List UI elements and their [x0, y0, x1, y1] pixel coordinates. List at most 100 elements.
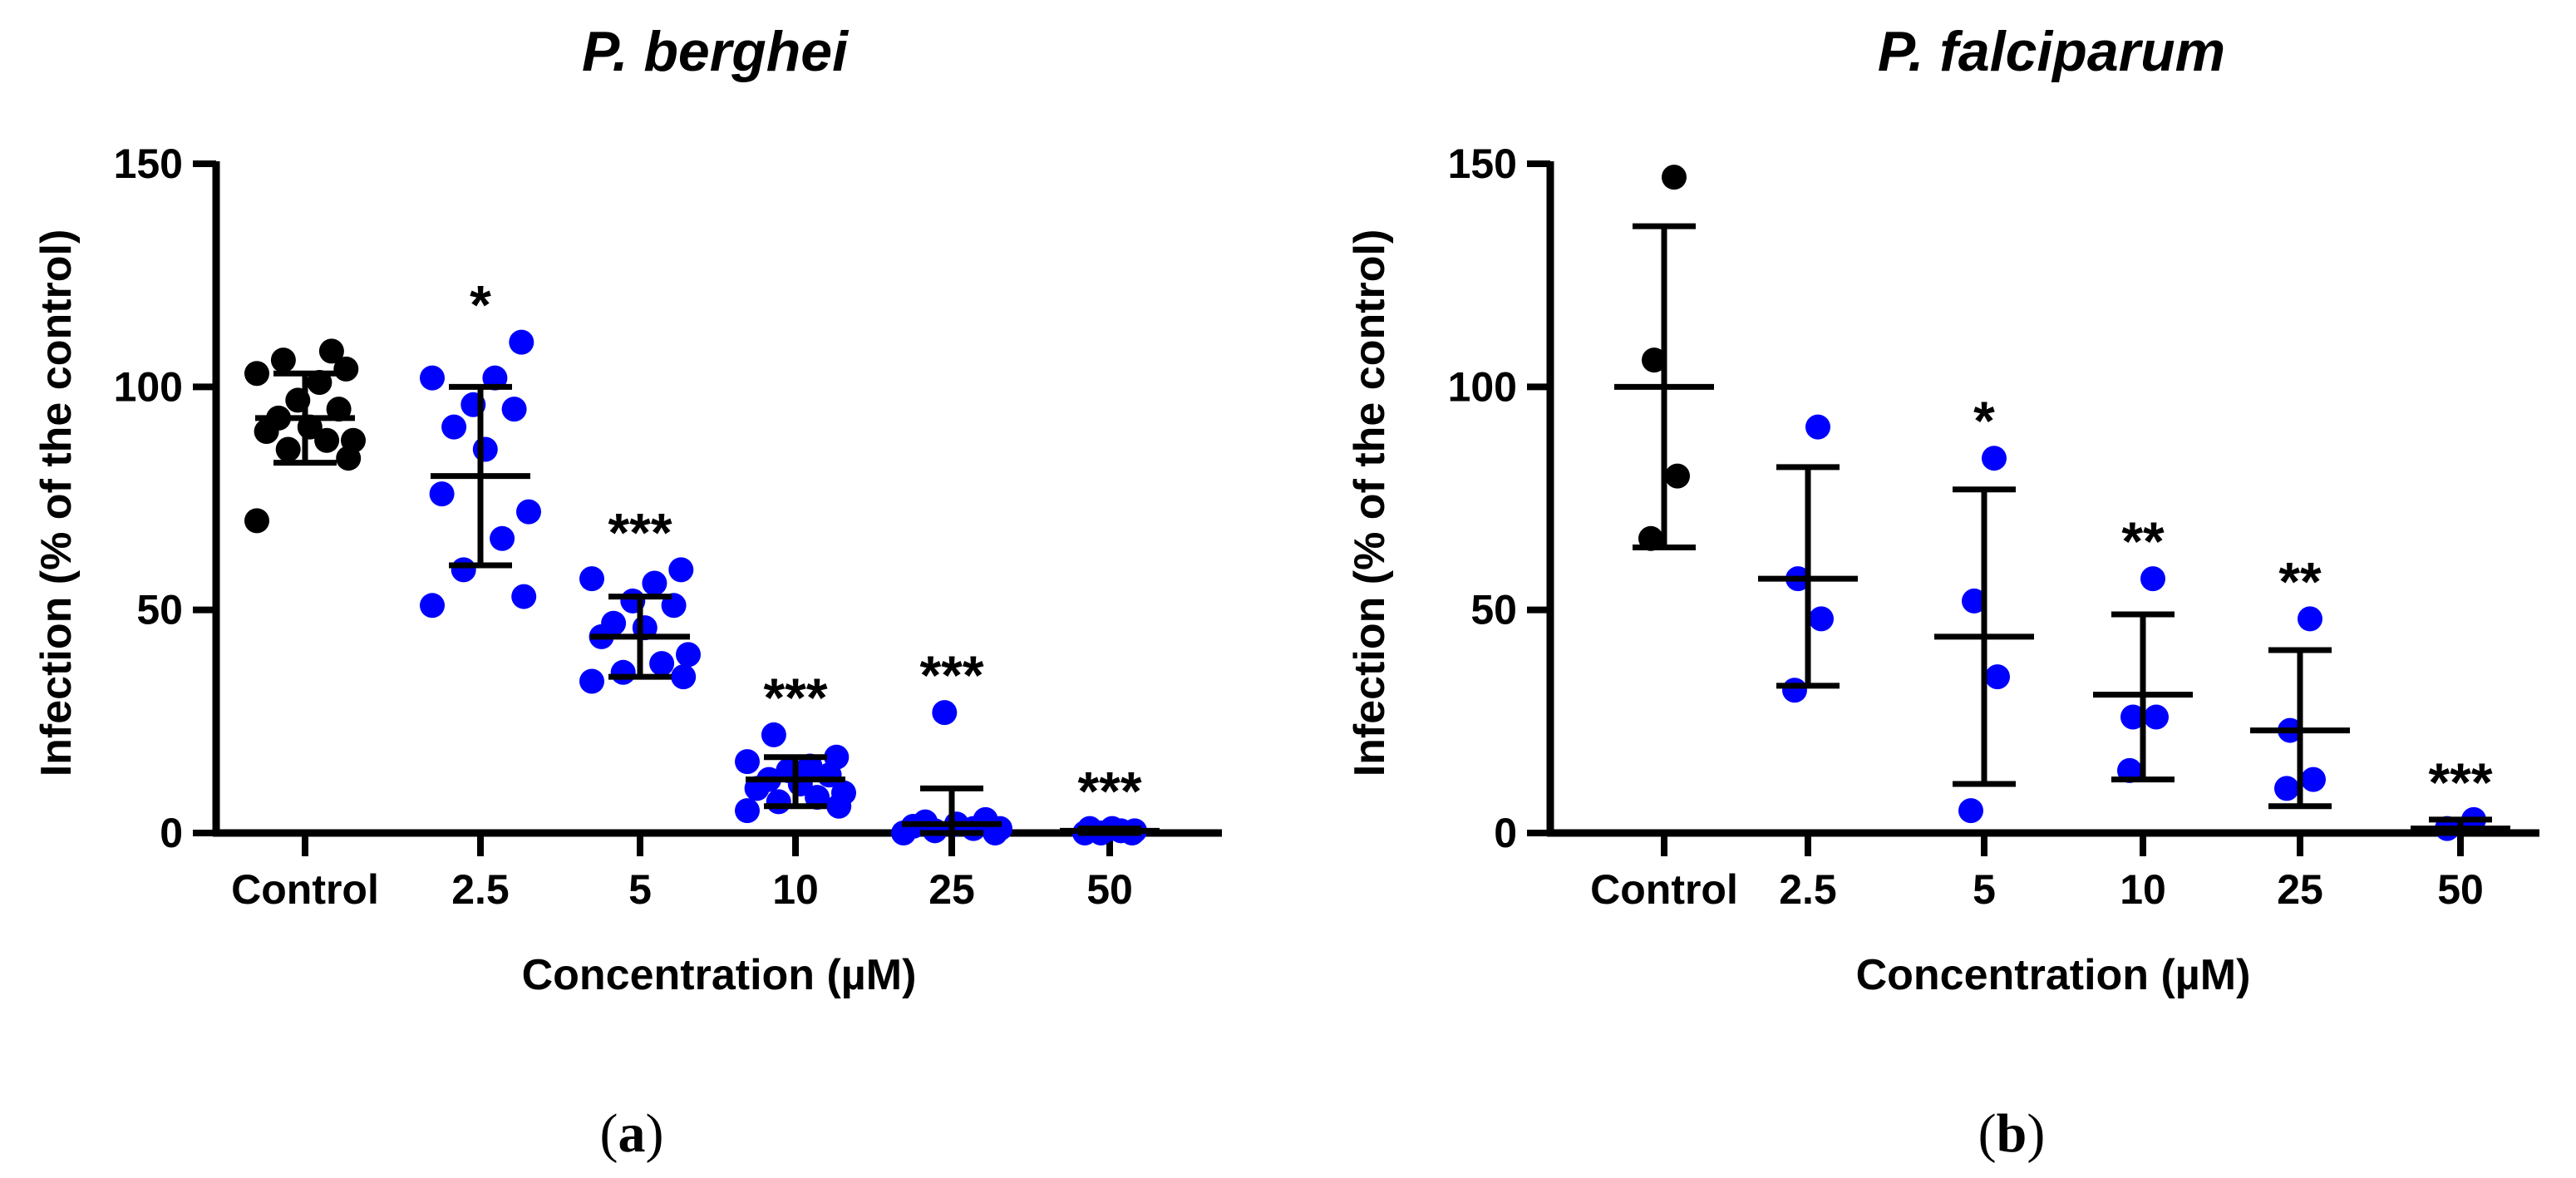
data-point [516, 499, 541, 525]
x-tick-label: 2.5 [451, 866, 510, 913]
x-tick-label: 25 [2277, 866, 2323, 913]
x-axis-label: Concentration (µM) [522, 951, 917, 999]
data-group: *** [2411, 752, 2510, 841]
data-point [275, 436, 301, 462]
data-point [601, 610, 627, 636]
data-point [314, 427, 340, 453]
data-point [2144, 704, 2169, 730]
x-tick-label: 25 [928, 866, 975, 913]
y-axis-label: Infection (% of the control) [1346, 229, 1394, 777]
data-group: ** [2093, 510, 2193, 783]
data-point [1985, 664, 2010, 690]
x-tick-label: Control [231, 866, 379, 913]
y-tick-label: 0 [1494, 810, 1517, 856]
x-tick-label: 10 [2120, 866, 2166, 913]
significance-label: ** [2278, 550, 2322, 612]
y-tick-label: 50 [136, 587, 183, 633]
data-point [244, 361, 269, 387]
data-point [501, 397, 527, 422]
chart-panel-p-falciparum: P. falciparum Infection (% of the contro… [1346, 20, 2539, 1164]
y-tick-label: 100 [1448, 363, 1517, 410]
data-point [270, 347, 296, 373]
data-point [333, 356, 359, 382]
panel-letter-close: ) [646, 1103, 664, 1164]
significance-label: * [470, 274, 491, 336]
data-point [610, 659, 636, 685]
data-point [671, 664, 697, 690]
panel-letter: (a) [600, 1103, 664, 1164]
data-point [676, 642, 701, 668]
data-point [579, 668, 604, 694]
data-group: *** [735, 667, 856, 824]
data-point [761, 722, 786, 747]
x-tick-label: 10 [772, 866, 819, 913]
data-group: * [1934, 390, 2034, 824]
data-point [1665, 463, 1690, 489]
data-point [451, 557, 476, 583]
data-point [441, 414, 467, 440]
data-point [1805, 414, 1830, 440]
data-group: *** [891, 644, 1012, 845]
data-point [2120, 704, 2145, 730]
data-point [244, 508, 269, 534]
data-point [766, 789, 791, 815]
data-point [318, 338, 344, 364]
data-point [579, 566, 604, 592]
data-point [420, 593, 445, 619]
data-point [429, 481, 455, 507]
chart-title: P. berghei [582, 20, 850, 83]
data-point [509, 329, 534, 355]
data-point [1642, 347, 1667, 373]
data-point [1782, 678, 1807, 703]
data-point [973, 806, 998, 832]
significance-label: ** [2121, 510, 2165, 572]
y-tick-label: 0 [160, 810, 183, 856]
data-point [2301, 766, 2326, 792]
y-axis-label: Infection (% of the control) [32, 229, 81, 777]
significance-label: *** [763, 667, 827, 728]
y-tick-label: 150 [1448, 140, 1517, 187]
chart-title: P. falciparum [1878, 20, 2225, 83]
y-tick-label: 100 [114, 363, 183, 410]
data-point [1982, 446, 2007, 471]
x-axis-label: Concentration (µM) [1856, 951, 2251, 999]
x-tick-label: 5 [628, 866, 652, 913]
data-group [1614, 165, 1714, 551]
data-point [2140, 566, 2165, 592]
significance-label: *** [608, 501, 672, 563]
data-point [642, 570, 667, 596]
significance-label: *** [2428, 752, 2492, 813]
chart-panel-p-berghei: P. berghei Infection (% of the control) … [32, 20, 1222, 1164]
data-point [932, 700, 958, 726]
data-point [824, 744, 850, 770]
data-point [649, 651, 675, 677]
significance-label: *** [1077, 761, 1141, 822]
data-point [1662, 165, 1687, 190]
significance-label: * [1973, 390, 1995, 451]
data-point [490, 525, 515, 551]
data-group [244, 338, 366, 534]
data-group: * [420, 274, 541, 619]
panel-letter: (b) [1978, 1103, 2046, 1164]
data-point [831, 780, 856, 806]
data-group: ** [2250, 550, 2350, 810]
data-point [735, 798, 760, 824]
panel-letter-close: ) [2027, 1103, 2045, 1164]
data-point [735, 749, 760, 775]
data-point [420, 365, 445, 391]
x-tick-label: 5 [1973, 866, 1996, 913]
data-group: *** [1060, 761, 1160, 845]
data-point [341, 427, 366, 453]
panel-letter-open: ( [600, 1103, 618, 1164]
data-point [2298, 606, 2322, 632]
data-point [668, 557, 694, 583]
x-tick-label: 50 [1086, 866, 1133, 913]
panel-letter-text: b [1997, 1103, 2027, 1164]
panel-letter-text: a [618, 1103, 646, 1164]
data-group [1758, 414, 1858, 703]
panel-letter-open: ( [1978, 1103, 1997, 1164]
significance-label: *** [919, 644, 983, 706]
data-point [1958, 798, 1983, 824]
y-tick-label: 150 [114, 140, 183, 187]
